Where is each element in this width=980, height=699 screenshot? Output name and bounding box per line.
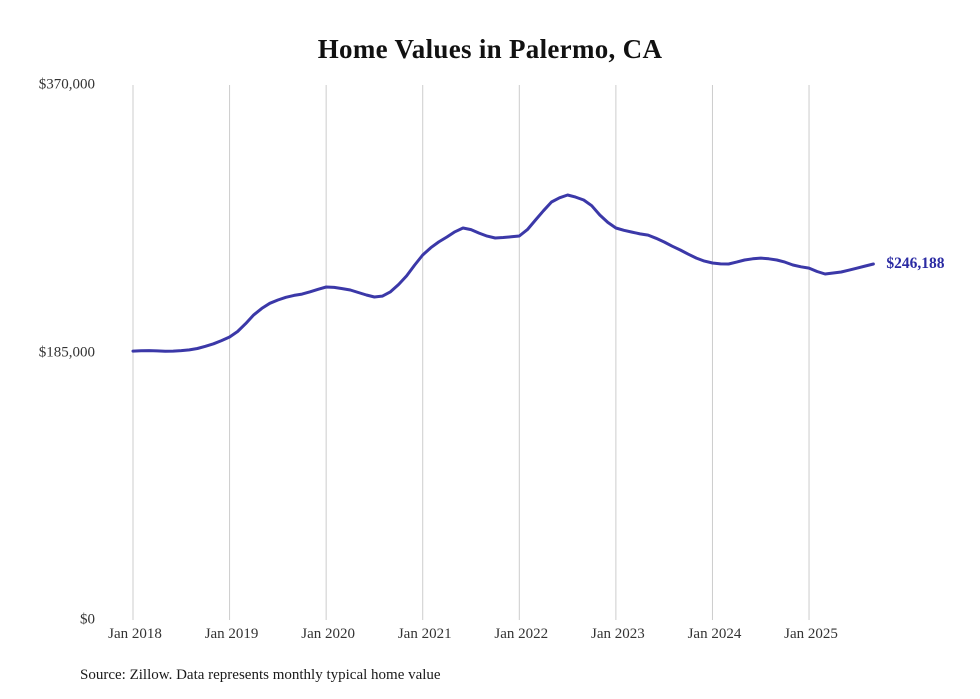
x-tick-label: Jan 2021: [397, 626, 452, 642]
chart-title: Home Values in Palermo, CA: [317, 34, 663, 64]
y-tick-label: $0: [80, 611, 95, 628]
x-tick-label: Jan 2019: [204, 626, 259, 642]
x-tick-label: Jan 2020: [301, 626, 356, 642]
source-note: Source: Zillow. Data represents monthly …: [80, 667, 441, 683]
value-line: [131, 193, 875, 353]
x-tick-label: Jan 2023: [591, 626, 645, 642]
x-tick-label: Jan 2022: [494, 626, 549, 642]
y-tick-label: $185,000: [38, 344, 95, 360]
end-value-label: $246,188: [886, 255, 945, 273]
x-tick-label: Jan 2018: [108, 626, 162, 642]
x-tick-label: Jan 2025: [784, 626, 838, 642]
y-tick-label: $370,000: [38, 76, 95, 93]
x-tick-label: Jan 2024: [687, 626, 742, 642]
